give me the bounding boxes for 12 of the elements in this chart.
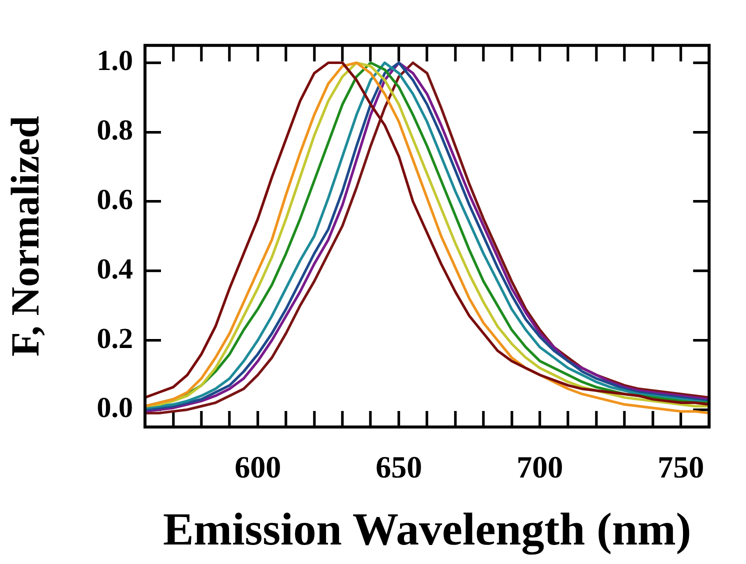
x-tick-label: 750 [658,450,704,485]
y-tick-label: 0.6 [96,184,133,216]
x-tick-label: 600 [234,450,282,485]
x-tick-label: 700 [516,450,564,485]
y-axis-title: F, Normalized [2,116,48,357]
x-axis-title: Emission Wavelength (nm) [162,503,692,556]
y-tick-label: 0.2 [96,322,133,355]
y-tick-label: 0.4 [96,253,133,286]
x-tick-label: 650 [376,450,422,485]
y-tick-label: 0.0 [96,392,133,424]
y-tick-label: 1.0 [96,45,133,78]
y-tick-label: 0.8 [96,114,133,147]
